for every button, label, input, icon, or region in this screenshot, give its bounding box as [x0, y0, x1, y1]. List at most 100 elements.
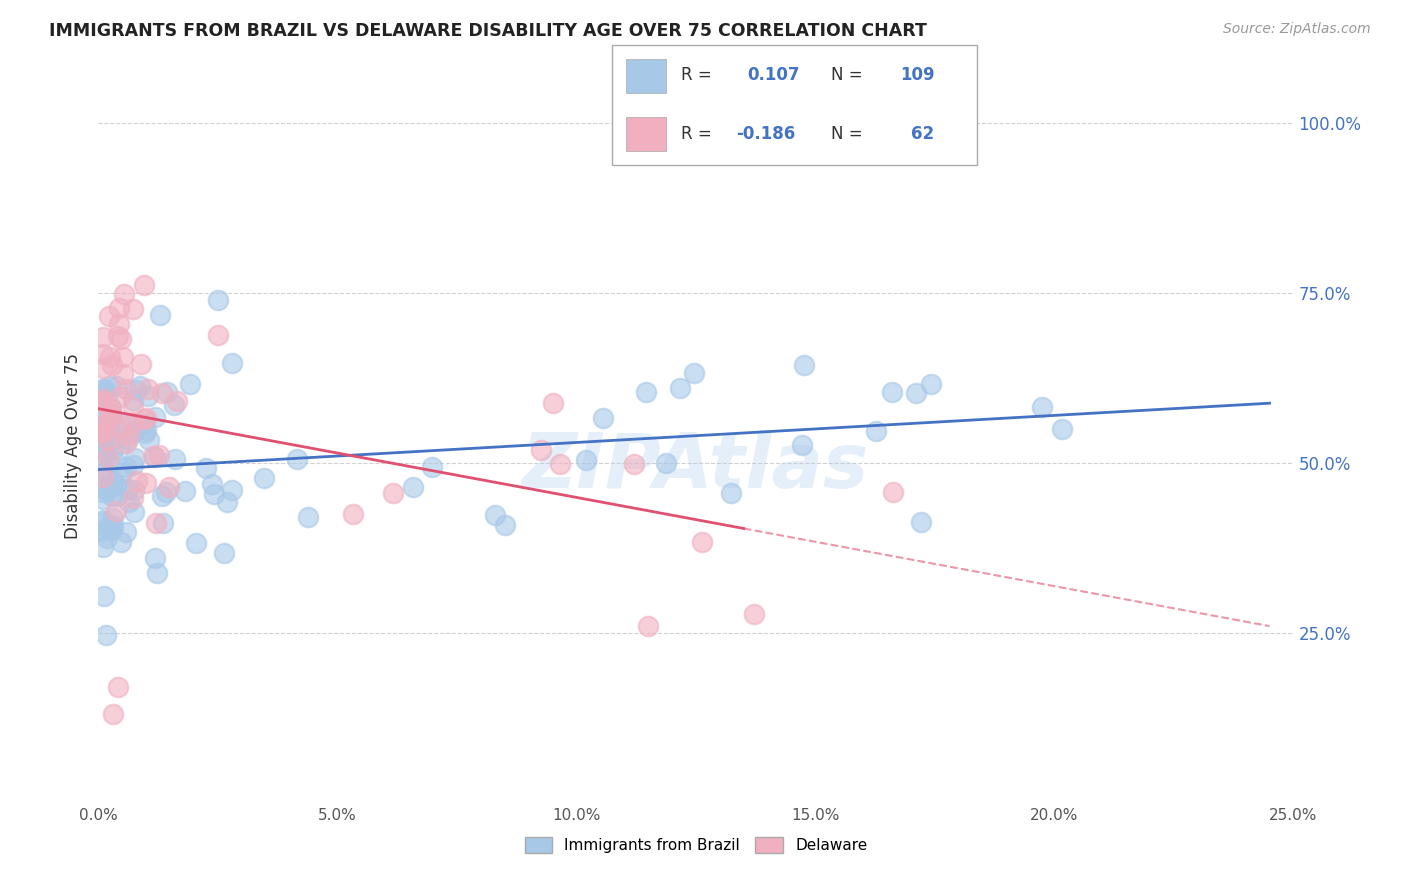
Delaware	[91, 394, 114, 409]
Immigrants from Brazil	[91, 524, 114, 538]
Immigrants from Brazil	[115, 459, 138, 474]
Delaware	[157, 480, 180, 494]
Immigrants from Brazil	[96, 444, 118, 458]
Immigrants from Brazil	[134, 425, 156, 440]
Delaware	[148, 448, 170, 462]
Immigrants from Brazil	[91, 433, 114, 447]
Immigrants from Brazil	[91, 427, 114, 442]
Immigrants from Brazil	[115, 525, 138, 540]
Immigrants from Brazil	[91, 414, 114, 428]
Delaware	[882, 485, 904, 500]
Immigrants from Brazil	[155, 484, 177, 499]
Immigrants from Brazil	[207, 293, 229, 308]
Delaware	[150, 386, 173, 401]
Delaware	[530, 443, 553, 458]
Delaware	[93, 417, 115, 431]
Immigrants from Brazil	[253, 471, 276, 485]
Immigrants from Brazil	[145, 409, 167, 424]
Delaware	[108, 390, 131, 404]
Delaware	[145, 516, 167, 530]
Immigrants from Brazil	[910, 515, 932, 529]
Immigrants from Brazil	[792, 438, 814, 452]
Immigrants from Brazil	[122, 425, 145, 439]
Immigrants from Brazil	[105, 489, 128, 503]
Immigrants from Brazil	[880, 384, 903, 399]
Delaware	[108, 301, 131, 315]
Immigrants from Brazil	[484, 508, 506, 522]
Delaware	[91, 392, 114, 406]
Delaware	[382, 486, 405, 500]
Immigrants from Brazil	[103, 420, 125, 434]
Delaware	[91, 329, 114, 343]
Delaware	[94, 424, 117, 438]
Immigrants from Brazil	[94, 628, 117, 642]
Immigrants from Brazil	[91, 540, 114, 554]
Delaware	[129, 357, 152, 371]
Text: R =: R =	[681, 125, 717, 143]
Delaware	[132, 277, 155, 292]
Delaware	[111, 351, 134, 365]
Immigrants from Brazil	[179, 377, 201, 392]
Immigrants from Brazil	[146, 566, 169, 580]
Immigrants from Brazil	[221, 356, 243, 370]
Immigrants from Brazil	[173, 484, 195, 499]
Immigrants from Brazil	[221, 483, 243, 497]
Immigrants from Brazil	[91, 491, 114, 506]
Text: -0.186: -0.186	[735, 125, 796, 143]
Delaware	[142, 449, 165, 463]
Delaware	[101, 410, 124, 425]
Immigrants from Brazil	[104, 454, 127, 468]
Delaware	[111, 418, 134, 433]
Immigrants from Brazil	[184, 536, 207, 550]
Immigrants from Brazil	[91, 485, 114, 500]
Delaware	[91, 425, 114, 439]
Delaware	[97, 450, 120, 464]
Immigrants from Brazil	[91, 515, 114, 529]
Delaware	[623, 457, 645, 471]
Delaware	[166, 393, 188, 408]
Delaware	[744, 607, 766, 621]
Immigrants from Brazil	[1031, 400, 1053, 414]
Immigrants from Brazil	[149, 308, 172, 322]
Text: R =: R =	[681, 66, 717, 85]
Immigrants from Brazil	[114, 417, 136, 432]
Delaware	[110, 332, 132, 346]
Text: 62: 62	[911, 125, 935, 143]
Immigrants from Brazil	[104, 431, 127, 445]
Immigrants from Brazil	[212, 546, 235, 560]
Immigrants from Brazil	[494, 517, 516, 532]
Immigrants from Brazil	[422, 460, 444, 475]
Immigrants from Brazil	[96, 409, 118, 423]
Immigrants from Brazil	[402, 480, 425, 494]
Immigrants from Brazil	[138, 389, 160, 403]
Delaware	[207, 328, 229, 343]
Immigrants from Brazil	[865, 424, 887, 438]
FancyBboxPatch shape	[612, 45, 977, 165]
Immigrants from Brazil	[920, 376, 942, 391]
Y-axis label: Disability Age Over 75: Disability Age Over 75	[65, 353, 83, 539]
Immigrants from Brazil	[152, 516, 174, 530]
Delaware	[136, 382, 159, 396]
Immigrants from Brazil	[905, 385, 928, 400]
Immigrants from Brazil	[96, 483, 118, 498]
Delaware	[98, 309, 121, 323]
Delaware	[91, 470, 114, 484]
Immigrants from Brazil	[592, 411, 614, 425]
Immigrants from Brazil	[91, 436, 114, 450]
Delaware	[91, 417, 114, 432]
Delaware	[135, 476, 157, 491]
Delaware	[541, 396, 564, 410]
Immigrants from Brazil	[202, 487, 225, 501]
Delaware	[122, 301, 145, 316]
Immigrants from Brazil	[91, 382, 114, 396]
Immigrants from Brazil	[118, 494, 141, 508]
Immigrants from Brazil	[100, 475, 122, 490]
Text: N =: N =	[831, 66, 868, 85]
Immigrants from Brazil	[297, 510, 319, 524]
Immigrants from Brazil	[201, 476, 224, 491]
Immigrants from Brazil	[143, 551, 166, 566]
Immigrants from Brazil	[94, 446, 117, 460]
Immigrants from Brazil	[143, 450, 166, 464]
Immigrants from Brazil	[93, 513, 115, 527]
Delaware	[105, 504, 128, 518]
